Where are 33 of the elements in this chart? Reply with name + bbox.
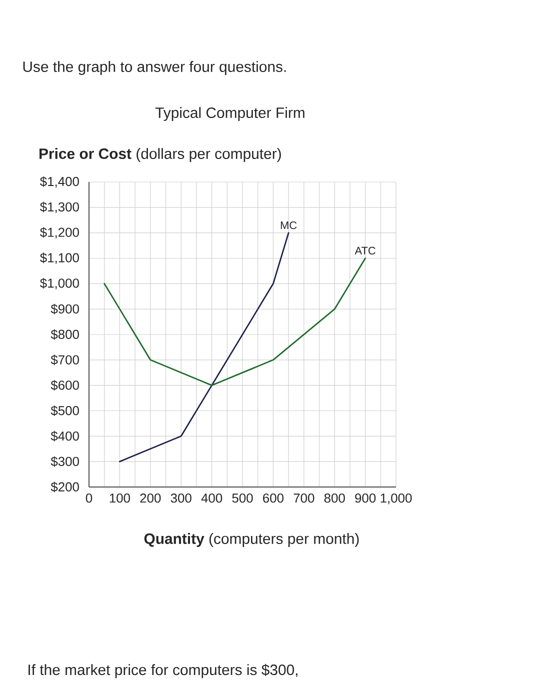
x-axis-title: Quantity (computers per month) <box>144 533 359 547</box>
x-tick-label: 500 <box>232 494 253 503</box>
line-series <box>104 258 366 386</box>
y-tick-label: $1,100 <box>40 252 79 264</box>
y-tick-label: $300 <box>50 456 79 467</box>
y-tick-label: $900 <box>50 304 79 314</box>
series-label: MC <box>280 221 297 230</box>
y-tick-label: $800 <box>50 329 79 340</box>
x-tick-label: 600 <box>263 494 284 503</box>
line-series <box>119 232 290 462</box>
x-tick-label: 300 <box>170 494 192 503</box>
text: Use the graph to answer four questions. <box>23 61 286 75</box>
y-tick-label: $1,400 <box>40 176 79 188</box>
series-label: ATC <box>354 246 376 255</box>
y-axis-title: Price or Cost (dollars per computer) <box>40 148 281 162</box>
x-tick-label: 100 <box>110 494 130 503</box>
x-tick-label: 200 <box>140 494 161 503</box>
x-tick-label: 1,000 <box>380 494 412 504</box>
x-tick-label: 900 <box>355 494 376 503</box>
y-tick-label: $600 <box>50 380 79 391</box>
y-tick-label: $1,200 <box>40 227 79 238</box>
x-tick-label: 800 <box>324 494 345 503</box>
y-tick-label: $700 <box>50 354 79 366</box>
y-tick-label: $200 <box>50 482 79 492</box>
x-tick-label: 0 <box>86 494 92 503</box>
x-tick-label: 700 <box>294 494 314 503</box>
text: If the market price for computers is $300, <box>28 664 298 678</box>
x-tick-label: 400 <box>201 494 222 503</box>
y-tick-label: $400 <box>50 430 79 442</box>
y-tick-label: $1,300 <box>40 202 79 214</box>
y-tick-label: $1,000 <box>40 278 79 290</box>
y-tick-label: $500 <box>50 405 79 416</box>
chart-title: Typical Computer Firm <box>155 107 304 121</box>
